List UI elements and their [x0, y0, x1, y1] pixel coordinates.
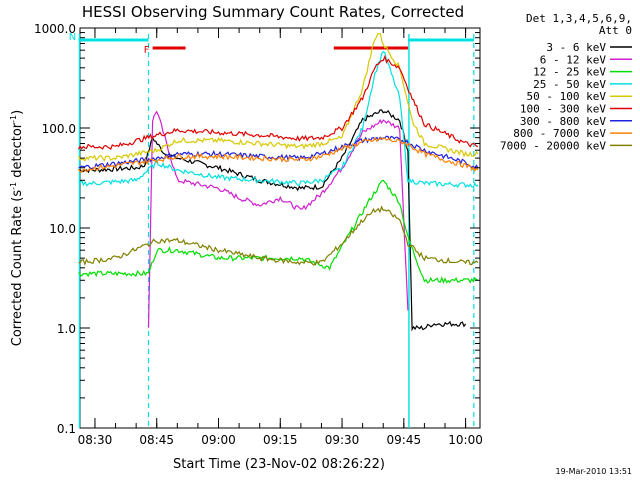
y-axis-label-mid: detector	[10, 122, 25, 182]
y-tick-label: 0.1	[57, 422, 76, 436]
event-lines	[78, 34, 475, 428]
legend-entry-label: 100 - 300 keV	[520, 103, 606, 116]
y-axis-label-sup2: -1	[9, 115, 18, 123]
x-tick-label: 09:00	[201, 433, 236, 447]
series-line-1	[147, 110, 409, 328]
y-axis-label-sup1: -1	[9, 182, 18, 190]
y-tick-label: 10.0	[49, 222, 76, 236]
flag-label: N	[69, 32, 76, 43]
series-line-0	[78, 109, 467, 332]
flag-label: F	[144, 45, 150, 56]
x-tick-label: 09:30	[325, 433, 360, 447]
y-axis-label-main: Corrected Count Rate (s	[10, 190, 25, 347]
legend-header-line1: Det 1,3,4,5,6,9,	[526, 12, 632, 25]
x-axis-label: Start Time (23-Nov-02 08:26:22)	[173, 457, 385, 472]
legend-entry-label: 6 - 12 keV	[540, 53, 607, 66]
legend-entry-label: 300 - 800 keV	[520, 115, 606, 128]
x-tick-label: 09:15	[263, 433, 298, 447]
series-line-3	[78, 50, 479, 189]
axes: 0.1 1.0 10.0 100.0 1000.0 08:30 08:45 09:00 09:1…	[34, 22, 483, 447]
series-line-8	[78, 205, 479, 267]
legend-entry-label: 25 - 50 keV	[533, 78, 606, 91]
y-tick-label: 100.0	[42, 122, 76, 136]
plot-frame	[79, 27, 481, 429]
legend-header-line2: Att 0	[599, 24, 632, 37]
legend-entry-label: 3 - 6 keV	[546, 41, 606, 54]
legend-entry-label: 7000 - 20000 keV	[500, 139, 606, 152]
x-tick-label: 09:45	[387, 433, 422, 447]
legend-entry-label: 50 - 100 keV	[527, 90, 607, 103]
series-line-7	[77, 136, 479, 173]
chart-title: HESSI Observing Summary Count Rates, Cor…	[82, 3, 464, 21]
flag-bars: FN	[69, 32, 474, 56]
y-tick-label: 1.0	[57, 322, 76, 336]
series-line-2	[78, 179, 479, 285]
series-layer	[77, 32, 479, 332]
y-axis-label: Corrected Count Rate (s-1 detector-1)	[9, 110, 25, 346]
generation-timestamp: 19-Mar-2010 13:51	[556, 467, 633, 476]
series-line-5	[77, 54, 479, 151]
legend-entry-label: 800 - 7000 keV	[513, 127, 606, 140]
x-tick-label: 10:00	[448, 433, 483, 447]
y-axis-label-end: )	[10, 110, 25, 115]
y-tick-label: 1000.0	[34, 22, 76, 36]
x-tick-label: 08:45	[139, 433, 174, 447]
plot-area	[79, 27, 481, 429]
series-line-4	[77, 32, 479, 162]
legend-entry-label: 12 - 25 keV	[533, 66, 606, 79]
x-tick-label: 08:30	[78, 433, 113, 447]
